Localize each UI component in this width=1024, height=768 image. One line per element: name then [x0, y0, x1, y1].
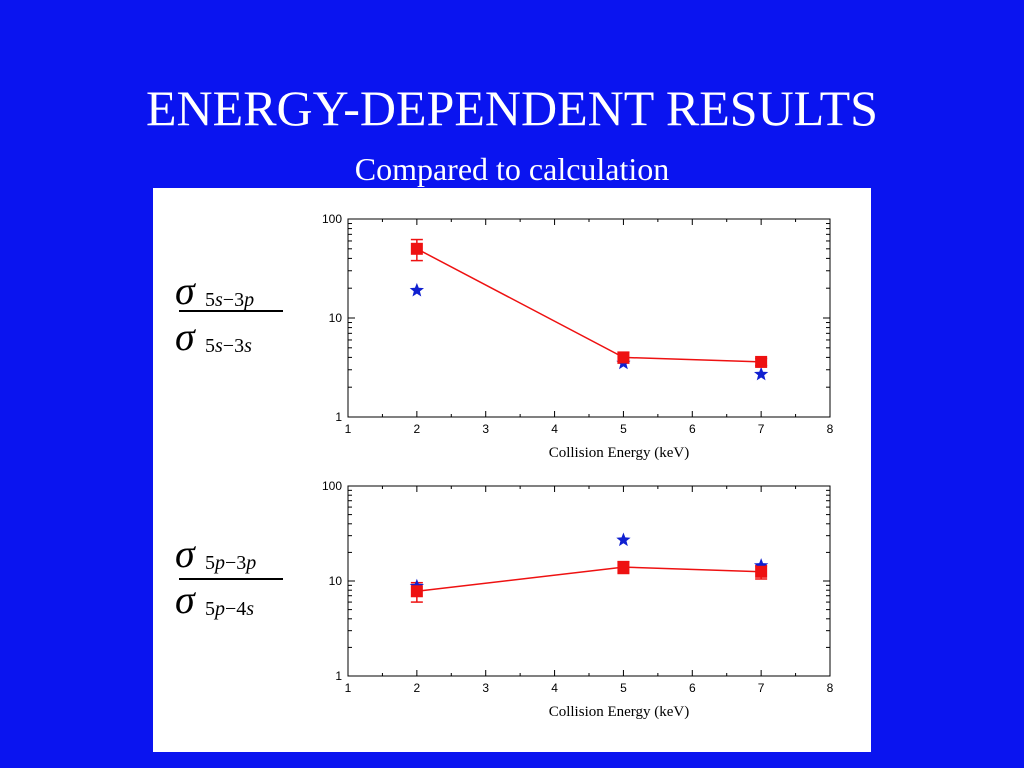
y-tick-label: 1 [335, 410, 342, 424]
top-ratio-numerator: σ 5s−3p [153, 271, 283, 315]
x-axis-label: Collision Energy (keV) [549, 445, 690, 461]
bottom-ratio-numerator: σ 5p−3p [153, 534, 283, 578]
top-chart: 1 2 3 4 5 6 7 8 1 10 100 Collision Energy (keV) [322, 212, 834, 461]
x-tick-label: 6 [689, 681, 696, 695]
bottom-ratio-denominator: σ 5p−4s [153, 580, 283, 624]
figure-panel: σ 5s−3p σ 5s−3s σ 5p−3p σ 5p−4s 1 2 3 4 5 6 7 8… [153, 188, 871, 752]
sigma-symbol: σ [175, 314, 195, 359]
sigma-symbol: σ [175, 268, 195, 313]
x-tick-label: 3 [482, 422, 489, 436]
plot-frame [347, 485, 831, 677]
calculation-star [409, 282, 424, 297]
x-tick-label: 1 [345, 422, 352, 436]
subscript: 5s−3s [205, 335, 252, 357]
x-tick-label: 8 [827, 681, 834, 695]
calculation-star [754, 366, 769, 381]
calculation-star [754, 558, 769, 572]
x-tick-label: 4 [551, 422, 558, 436]
fraction-bar [179, 578, 283, 580]
x-tick-label: 1 [345, 681, 352, 695]
y-tick-label: 10 [329, 574, 343, 588]
x-tick-label: 3 [482, 681, 489, 695]
bottom-ratio-label: σ 5p−3p σ 5p−4s [153, 534, 283, 624]
y-tick-label: 10 [329, 311, 343, 325]
x-tick-label: 2 [414, 422, 421, 436]
experiment-point [617, 561, 630, 574]
sigma-symbol: σ [175, 531, 195, 576]
y-tick-label: 1 [335, 669, 342, 683]
x-tick-label: 2 [414, 681, 421, 695]
x-tick-label: 5 [620, 681, 627, 695]
subscript: 5p−4s [205, 598, 255, 620]
experiment-point [410, 585, 423, 598]
x-tick-label: 4 [551, 681, 558, 695]
experiment-point [755, 565, 768, 578]
y-tick-label: 100 [322, 212, 342, 226]
subscript: 5s−3p [205, 289, 255, 311]
top-ratio-label: σ 5s−3p σ 5s−3s [153, 271, 283, 361]
fraction-bar [179, 310, 283, 312]
experiment-line [416, 566, 762, 592]
slide-subtitle: Compared to calculation [354, 151, 670, 187]
x-tick-label: 6 [689, 422, 696, 436]
x-tick-label: 7 [758, 422, 765, 436]
bottom-chart: 1 2 3 4 5 6 7 8 1 10 100 Collision Energy (keV) [322, 479, 834, 720]
x-tick-label: 8 [827, 422, 834, 436]
y-tick-label: 100 [322, 479, 342, 493]
experiment-line [416, 248, 762, 363]
x-tick-label: 5 [620, 422, 627, 436]
slide-title: ENERGY-DEPENDENT RESULTS [146, 80, 878, 136]
sigma-symbol: σ [175, 577, 195, 622]
x-axis-label: Collision Energy (keV) [549, 704, 690, 720]
top-ratio-denominator: σ 5s−3s [153, 317, 283, 361]
experiment-point [755, 355, 768, 368]
calculation-star [616, 532, 631, 547]
experiment-point [617, 351, 630, 364]
experiment-point [410, 242, 423, 255]
subscript: 5p−3p [205, 552, 257, 574]
x-tick-label: 7 [758, 681, 765, 695]
